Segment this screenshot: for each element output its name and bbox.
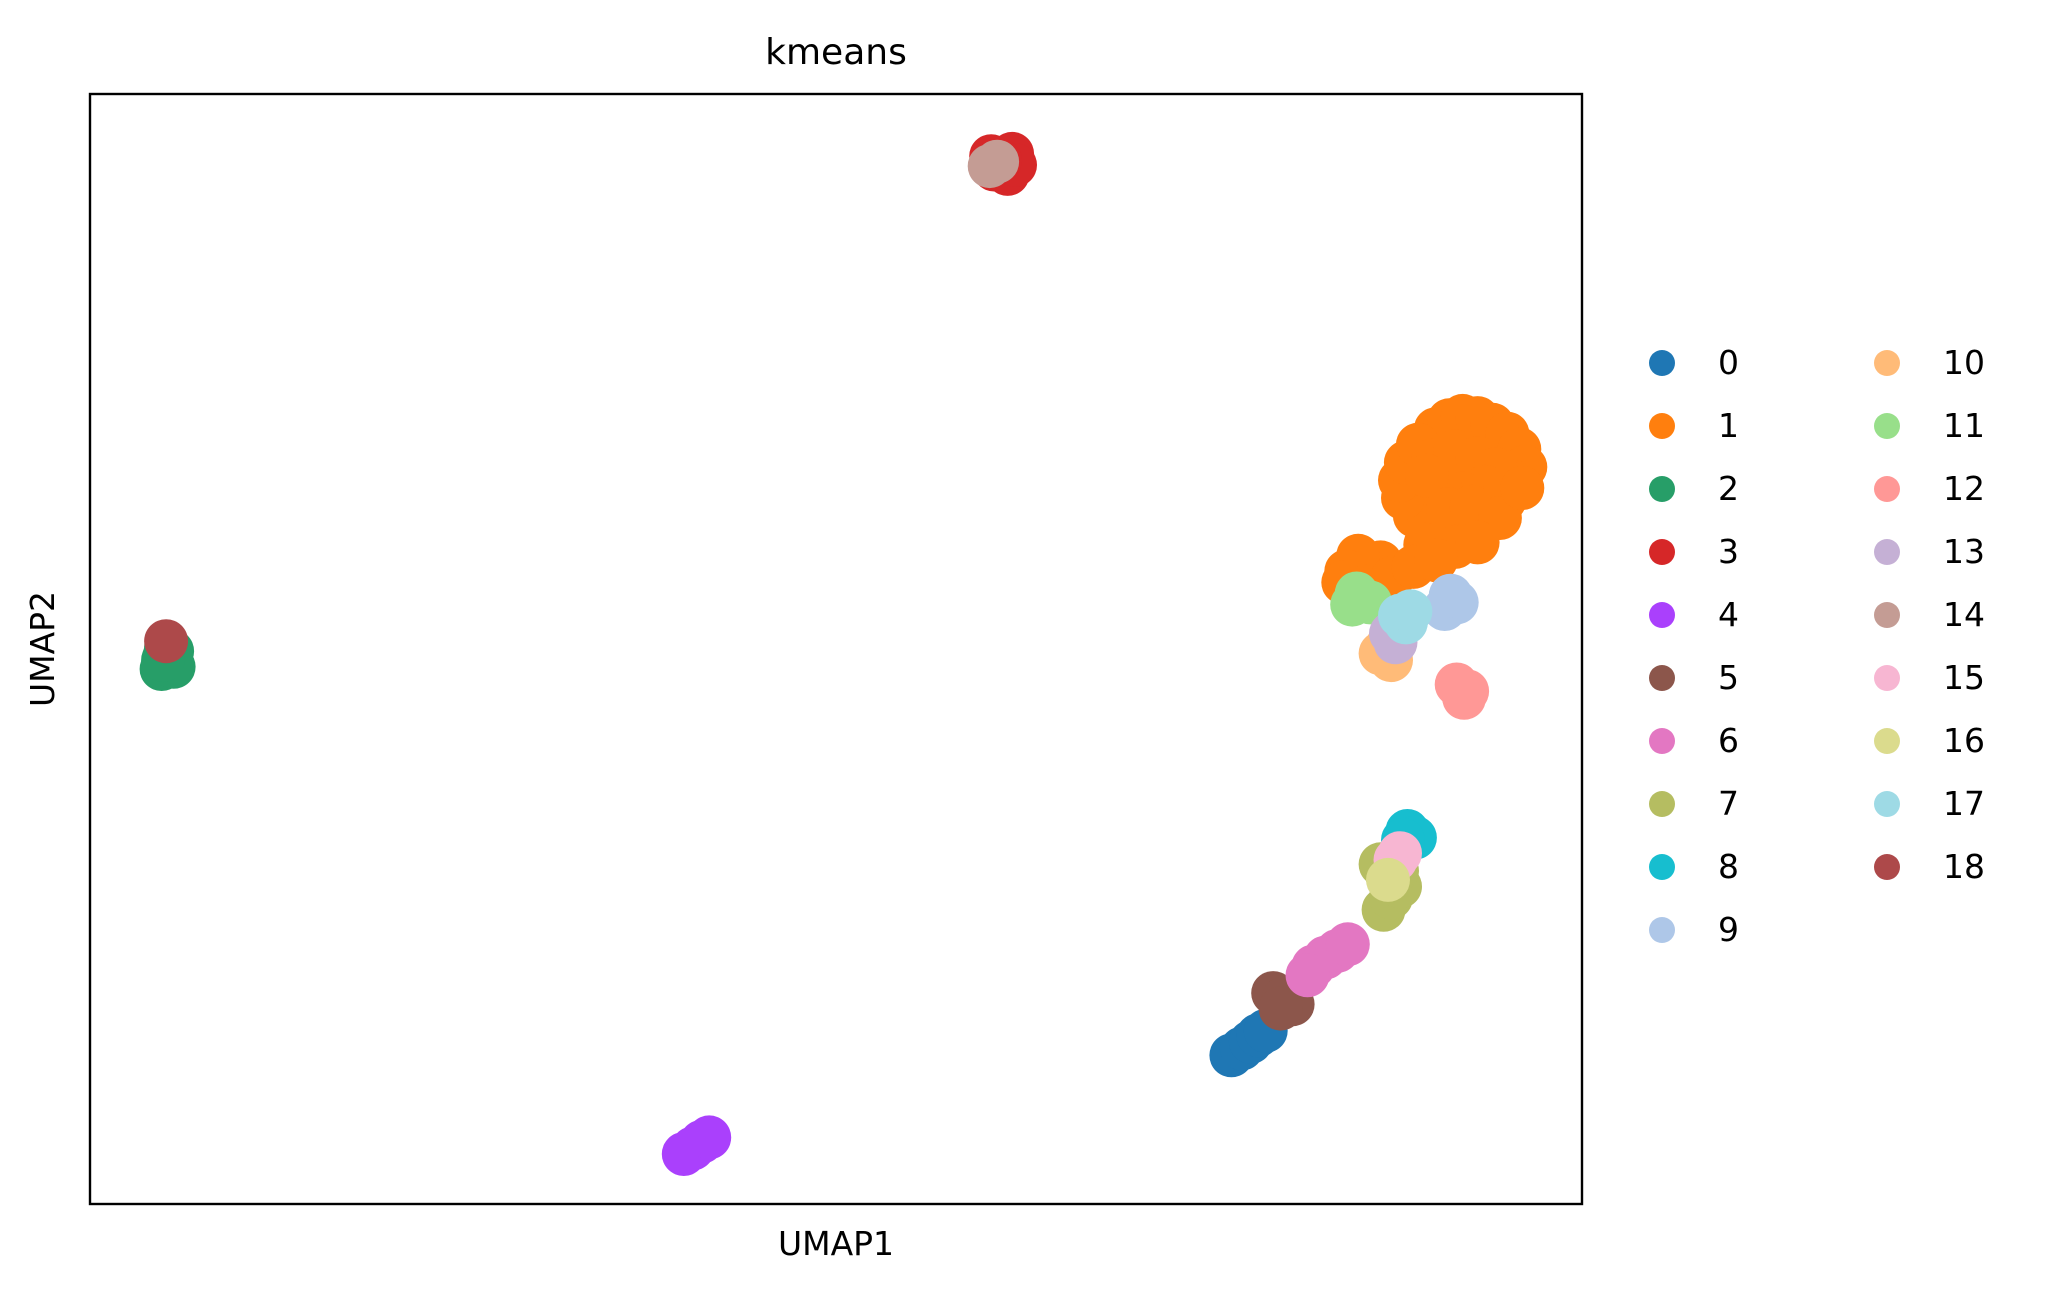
legend-label-0: 0: [1718, 343, 1739, 382]
point-cluster-6-3: [1325, 922, 1370, 967]
legend-label-2: 2: [1718, 469, 1739, 508]
legend-marker-4: [1649, 602, 1675, 628]
legend-label-11: 11: [1943, 406, 1985, 445]
legend-label-9: 9: [1718, 910, 1739, 949]
legend-marker-1: [1649, 413, 1675, 439]
legend-marker-5: [1649, 665, 1675, 691]
legend-marker-13: [1874, 539, 1900, 565]
point-cluster-9-2: [1428, 573, 1473, 618]
legend-label-18: 18: [1943, 847, 1985, 886]
legend-label-6: 6: [1718, 721, 1739, 760]
legend-label-13: 13: [1943, 532, 1985, 571]
point-cluster-1-31: [1455, 520, 1500, 565]
point-cluster-6-4: [1285, 953, 1330, 998]
legend-label-14: 14: [1943, 595, 1985, 634]
scatter-points: [139, 131, 1548, 1176]
legend-label-17: 17: [1943, 784, 1985, 823]
point-cluster-1-26: [1404, 453, 1449, 498]
legend-marker-17: [1874, 791, 1900, 817]
point-cluster-1-41: [1413, 538, 1458, 583]
x-axis-label: UMAP1: [778, 1224, 894, 1263]
legend-label-15: 15: [1943, 658, 1985, 697]
legend-marker-12: [1874, 476, 1900, 502]
legend-marker-14: [1874, 602, 1900, 628]
legend-label-5: 5: [1718, 658, 1739, 697]
point-cluster-11-2: [1330, 582, 1375, 627]
chart-title: kmeans: [765, 32, 907, 73]
legend-marker-11: [1874, 413, 1900, 439]
legend-label-7: 7: [1718, 784, 1739, 823]
legend-marker-15: [1874, 665, 1900, 691]
legend-marker-9: [1649, 917, 1675, 943]
point-cluster-14-1: [975, 139, 1020, 184]
point-cluster-5-3: [1258, 986, 1303, 1031]
legend-label-1: 1: [1718, 406, 1739, 445]
legend-marker-6: [1649, 728, 1675, 754]
point-cluster-12-2: [1442, 675, 1487, 720]
legend-label-8: 8: [1718, 847, 1739, 886]
legend-marker-0: [1649, 350, 1675, 376]
point-cluster-4-3: [687, 1115, 732, 1160]
legend-marker-8: [1649, 854, 1675, 880]
legend-marker-10: [1874, 350, 1900, 376]
legend-marker-3: [1649, 539, 1675, 565]
point-cluster-18-0: [144, 619, 189, 664]
legend-label-4: 4: [1718, 595, 1739, 634]
legend-label-16: 16: [1943, 721, 1985, 760]
legend-marker-2: [1649, 476, 1675, 502]
plot-frame: [88, 92, 1584, 1206]
point-cluster-1-42: [1500, 466, 1545, 510]
legend-label-3: 3: [1718, 532, 1739, 571]
y-axis-label: UMAP2: [23, 591, 62, 707]
legend-marker-18: [1874, 854, 1900, 880]
legend-label-12: 12: [1943, 469, 1985, 508]
point-cluster-16-0: [1366, 857, 1410, 902]
legend-marker-7: [1649, 791, 1675, 817]
point-cluster-17-2: [1388, 589, 1433, 634]
legend-label-10: 10: [1943, 343, 1985, 382]
legend-marker-16: [1874, 728, 1900, 754]
